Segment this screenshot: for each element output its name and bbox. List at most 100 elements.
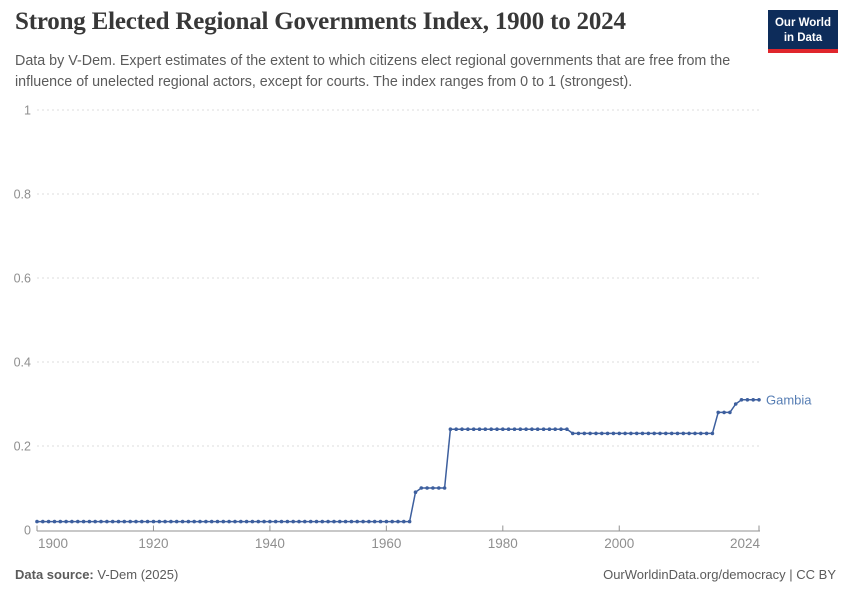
- data-point[interactable]: [716, 410, 720, 415]
- data-point[interactable]: [664, 431, 668, 436]
- data-point[interactable]: [419, 486, 424, 490]
- data-point[interactable]: [209, 519, 214, 524]
- data-point[interactable]: [41, 519, 45, 524]
- data-point[interactable]: [454, 427, 459, 432]
- citation-link[interactable]: OurWorldinData.org/democracy: [603, 567, 786, 582]
- data-point[interactable]: [745, 398, 750, 402]
- data-point[interactable]: [76, 519, 80, 524]
- data-point[interactable]: [204, 519, 208, 524]
- data-point[interactable]: [186, 519, 191, 524]
- data-point[interactable]: [594, 431, 598, 436]
- data-point[interactable]: [355, 519, 360, 524]
- data-point[interactable]: [157, 519, 162, 524]
- data-point[interactable]: [466, 427, 470, 432]
- data-point[interactable]: [518, 427, 523, 432]
- data-point[interactable]: [553, 427, 557, 432]
- data-point[interactable]: [617, 431, 622, 436]
- data-point[interactable]: [658, 431, 662, 436]
- data-point[interactable]: [87, 519, 92, 524]
- data-point[interactable]: [273, 519, 278, 524]
- data-point[interactable]: [338, 519, 342, 524]
- data-point[interactable]: [646, 431, 651, 436]
- data-point[interactable]: [640, 431, 645, 436]
- owid-logo[interactable]: Our World in Data: [767, 10, 838, 54]
- data-point[interactable]: [99, 519, 103, 524]
- data-point[interactable]: [384, 519, 389, 524]
- data-point[interactable]: [407, 519, 412, 524]
- data-point[interactable]: [530, 427, 534, 432]
- data-point[interactable]: [431, 486, 435, 490]
- data-point[interactable]: [297, 519, 301, 524]
- data-point[interactable]: [675, 431, 680, 436]
- data-point[interactable]: [687, 431, 691, 436]
- data-source-note[interactable]: Data source: V-Dem (2025): [15, 567, 178, 582]
- data-point[interactable]: [303, 519, 307, 524]
- data-point[interactable]: [565, 427, 569, 432]
- data-point[interactable]: [233, 519, 237, 524]
- data-point[interactable]: [163, 519, 167, 524]
- data-point[interactable]: [326, 519, 330, 524]
- data-point[interactable]: [314, 519, 319, 524]
- data-point[interactable]: [728, 410, 732, 415]
- data-point[interactable]: [221, 519, 226, 524]
- data-point[interactable]: [174, 519, 179, 524]
- data-point[interactable]: [582, 431, 587, 436]
- data-point[interactable]: [512, 427, 517, 432]
- data-point[interactable]: [634, 431, 639, 436]
- data-point[interactable]: [483, 427, 488, 432]
- data-point[interactable]: [704, 431, 709, 436]
- data-point[interactable]: [629, 431, 633, 436]
- data-point[interactable]: [396, 519, 400, 524]
- data-point[interactable]: [489, 427, 494, 432]
- data-point[interactable]: [751, 398, 755, 402]
- data-point[interactable]: [448, 427, 453, 432]
- data-point[interactable]: [669, 431, 674, 436]
- data-point[interactable]: [46, 519, 51, 524]
- data-point[interactable]: [93, 519, 97, 524]
- data-point[interactable]: [308, 519, 313, 524]
- data-point[interactable]: [559, 427, 563, 432]
- data-point[interactable]: [343, 519, 348, 524]
- data-point[interactable]: [239, 519, 243, 524]
- data-point[interactable]: [64, 519, 68, 524]
- data-point[interactable]: [378, 519, 383, 524]
- data-point[interactable]: [349, 519, 354, 524]
- data-point[interactable]: [227, 519, 231, 524]
- data-point[interactable]: [699, 431, 703, 436]
- data-point[interactable]: [215, 519, 220, 524]
- data-point[interactable]: [535, 427, 540, 432]
- entity-label[interactable]: Gambia: [766, 392, 812, 407]
- data-point[interactable]: [605, 431, 610, 436]
- data-point[interactable]: [471, 427, 476, 432]
- data-point[interactable]: [367, 519, 371, 524]
- data-point[interactable]: [169, 519, 173, 524]
- data-point[interactable]: [733, 402, 738, 406]
- data-point[interactable]: [425, 486, 429, 490]
- data-point[interactable]: [681, 431, 686, 436]
- data-point[interactable]: [279, 519, 284, 524]
- data-point[interactable]: [35, 519, 39, 524]
- data-point[interactable]: [390, 519, 395, 524]
- data-point[interactable]: [477, 427, 482, 432]
- data-point[interactable]: [524, 427, 528, 432]
- data-point[interactable]: [268, 519, 272, 524]
- data-point[interactable]: [693, 431, 697, 436]
- data-point[interactable]: [81, 519, 86, 524]
- data-point[interactable]: [332, 519, 336, 524]
- data-point[interactable]: [250, 519, 255, 524]
- data-point[interactable]: [180, 519, 185, 524]
- data-point[interactable]: [105, 519, 109, 524]
- data-point[interactable]: [128, 519, 132, 524]
- data-point[interactable]: [710, 431, 715, 436]
- data-point[interactable]: [116, 519, 121, 524]
- data-point[interactable]: [145, 519, 150, 524]
- data-point[interactable]: [623, 431, 627, 436]
- data-point[interactable]: [402, 519, 406, 524]
- data-point[interactable]: [151, 519, 156, 524]
- data-point[interactable]: [722, 410, 726, 415]
- data-point[interactable]: [547, 427, 552, 432]
- data-point[interactable]: [413, 490, 418, 495]
- data-point[interactable]: [588, 431, 592, 436]
- data-point[interactable]: [501, 427, 505, 432]
